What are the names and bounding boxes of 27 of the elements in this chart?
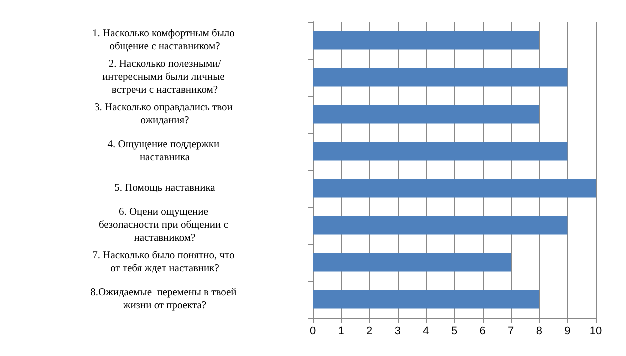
x-tick-label: 2 [366,326,373,338]
x-tick-label: 3 [394,326,401,338]
y-tick-label: 5. Помощь наставника [114,183,216,194]
bar [313,142,568,161]
y-tick-label: 6. Оцени ощущение безопасности при общении с наставником? [98,207,232,244]
x-tick-label: 7 [508,326,514,338]
y-tick-label: 3. Насколько оправдались твои ожидания? [94,102,236,126]
y-tick-label: 1. Насколько комфортным было общение с наставником? [92,28,238,52]
bar [313,179,596,198]
bar [313,68,568,87]
x-tick-label: 0 [310,326,316,338]
bar [313,253,512,272]
x-tick-label: 1 [338,326,344,338]
x-tick-label: 4 [423,326,430,338]
y-tick-label: 8.Ожидаемые перемены в твоей жизни от проекта? [90,288,240,312]
x-tick-label: 9 [564,326,571,338]
y-tick-label: 7. Насколько было понятно, что от тебя ждет наставник? [92,250,238,274]
y-tick-label: 4. Ощущение поддержки наставника [108,140,222,164]
x-tick-label: 6 [480,326,486,338]
x-tick-label: 8 [536,326,542,338]
bar [313,105,540,124]
x-tick-label: 5 [451,326,458,338]
y-tick-label: 2. Насколько полезными/интересными были личные встречи с наставником? [102,59,228,96]
bar [313,290,540,309]
bar [313,216,568,235]
bar [313,31,540,50]
x-tick-label: 10 [590,326,602,338]
